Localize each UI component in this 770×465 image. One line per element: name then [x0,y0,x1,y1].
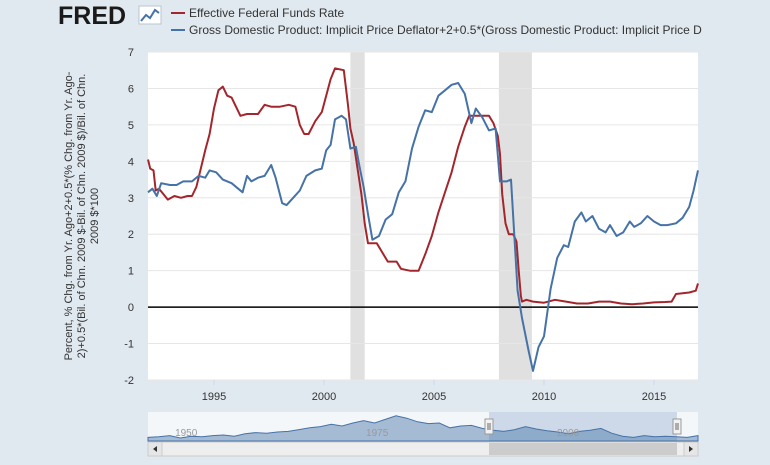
scrollbar-left-arrow[interactable] [147,441,163,457]
navigator-background [148,412,698,441]
y-tick-label: 0 [128,302,134,314]
navigator-label: 2000 [557,428,580,439]
x-tick-label: 2000 [312,391,336,403]
series-line-fedfunds[interactable] [147,67,699,306]
navigator-selection[interactable] [489,412,677,441]
legend-item-fedfunds[interactable]: Effective Federal Funds Rate [171,6,345,20]
x-tick-label: 2015 [642,391,666,403]
y-axis-label-line: Percent, % Chg. from Yr. Ago+2+0.5*(% Ch… [63,71,75,360]
y-tick-label: 3 [128,193,134,205]
y-tick-labels: -2 -1 0 1 2 3 4 5 6 7 [124,47,134,387]
x-tick-labels: 1995 2000 2005 2010 2015 [202,380,666,403]
navigator-handle-left[interactable] [484,418,494,435]
y-tick-label: 5 [128,120,134,132]
y-tick-label: 4 [128,156,134,168]
x-tick-label: 2005 [422,391,446,403]
fred-logo-icon [138,5,162,25]
scrollbar[interactable] [147,441,699,457]
legend-label-gdp: Gross Domestic Product: Implicit Price D… [189,23,702,37]
plot-background [148,52,698,380]
y-tick-label: -2 [124,375,134,387]
x-tick-label: 2010 [532,391,556,403]
series-lines [147,67,699,372]
chevron-right-icon [689,446,693,452]
scrollbar-thumb[interactable] [489,443,677,455]
fred-logo-text: FRED [58,2,126,30]
y-axis-label-line: 2)+0.5*(Bil. of Chn. 2009 $-Bil. of Chn.… [76,74,88,359]
x-tick-label: 1995 [202,391,226,403]
y-tick-label: 6 [128,83,134,95]
y-axis-label: Percent, % Chg. from Yr. Ago+2+0.5*(% Ch… [63,71,101,360]
grid-lines [148,51,698,381]
y-tick-label: 1 [128,266,134,278]
navigator-handle-right[interactable] [672,418,682,435]
series-line-gdp[interactable] [147,82,699,372]
scrollbar-right-arrow[interactable] [683,441,699,457]
legend: Effective Federal Funds Rate Gross Domes… [171,6,702,37]
navigator[interactable]: 1950 1975 2000 [147,412,699,442]
navigator-label: 1975 [366,428,389,439]
navigator-labels: 1950 1975 2000 [175,428,580,439]
legend-item-gdp[interactable]: Gross Domestic Product: Implicit Price D… [171,23,702,37]
navigator-label: 1950 [175,428,198,439]
navigator-area [147,415,699,442]
y-tick-label: 2 [128,229,134,241]
y-tick-label: -1 [124,339,134,351]
y-tick-label: 7 [128,47,134,59]
chevron-left-icon [153,446,157,452]
y-axis-label-line: 2009 $*100 [89,188,101,244]
legend-label-fedfunds: Effective Federal Funds Rate [189,6,345,20]
fred-logo[interactable]: FRED [58,2,162,30]
recession-band-0 [350,52,365,380]
